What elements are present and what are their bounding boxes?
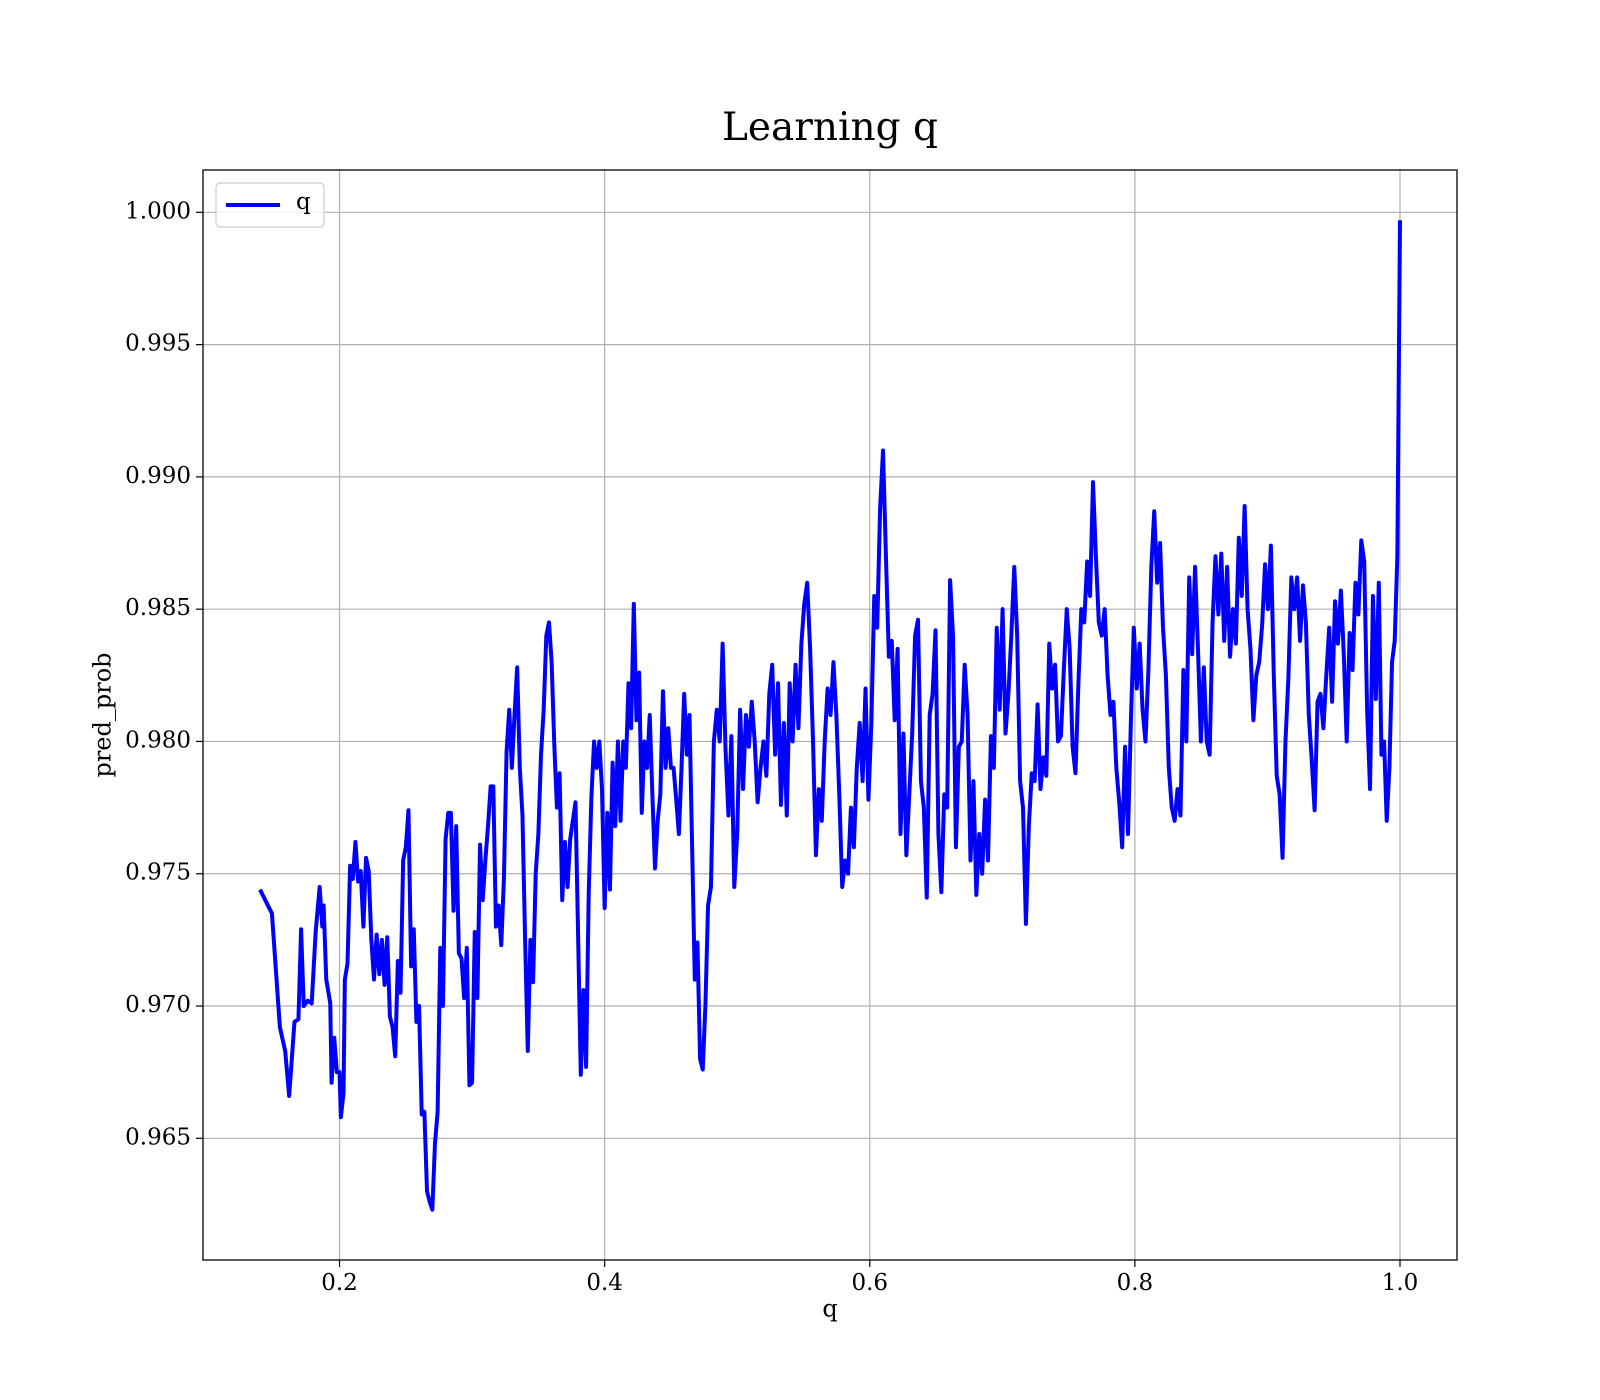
x-tick-label: 1.0: [1382, 1270, 1419, 1296]
x-tick-label: 0.8: [1117, 1270, 1154, 1296]
y-tick-label: 0.965: [125, 1124, 191, 1150]
x-tick-label: 0.2: [321, 1270, 358, 1296]
plot-frame: [202, 169, 1458, 1261]
data-line: [258, 220, 1402, 1212]
y-tick-label: 0.970: [125, 992, 191, 1018]
x-axis-label: q: [822, 1295, 837, 1323]
legend-label: q: [296, 189, 311, 215]
x-tick-label: 0.4: [586, 1270, 623, 1296]
y-tick-label: 0.995: [125, 331, 191, 357]
y-tick-label: 0.985: [125, 595, 191, 621]
y-tick-label: 0.975: [125, 860, 191, 886]
chart-title: Learning q: [722, 105, 938, 150]
y-tick-label: 0.980: [125, 727, 191, 753]
y-tick-label: 0.990: [125, 463, 191, 489]
y-axis-label: pred_prob: [89, 652, 117, 777]
y-tick-label: 1.000: [125, 198, 191, 224]
x-tick-label: 0.6: [851, 1270, 888, 1296]
